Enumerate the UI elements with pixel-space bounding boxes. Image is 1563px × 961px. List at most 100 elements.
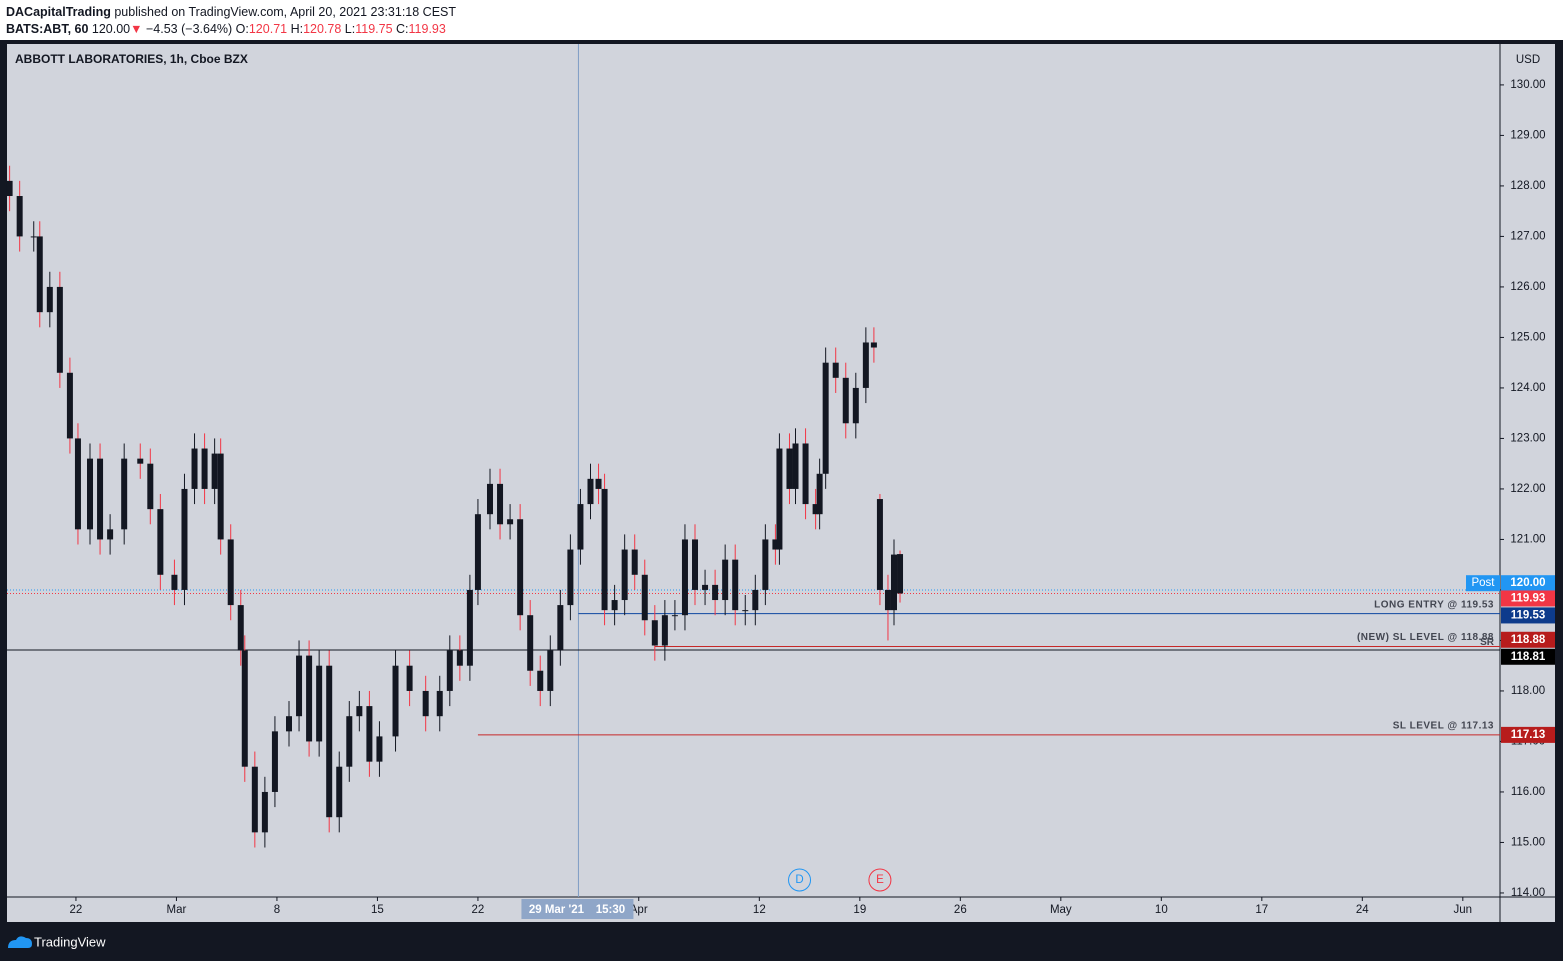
candle-body: [822, 362, 829, 474]
candle-body: [884, 589, 891, 611]
candle-body: [474, 514, 481, 590]
candle-body: [587, 478, 594, 505]
x-tick-label: 17: [1255, 904, 1268, 916]
candle-body: [181, 488, 188, 590]
candle-body: [227, 539, 234, 606]
chart-title: ABBOTT LABORATORIES, 1h, Cboe BZX: [15, 52, 248, 66]
candle-body: [702, 584, 709, 590]
price-tag-label: 119.93: [1511, 592, 1546, 604]
h: 120.78: [303, 22, 342, 36]
candle-body: [557, 605, 564, 651]
candle-body: [852, 387, 859, 424]
candle-body: [772, 539, 779, 550]
price-tag-prefix: Post: [1471, 577, 1495, 589]
candle-body: [285, 716, 292, 732]
candle-body: [890, 554, 897, 611]
l: 119.75: [355, 22, 393, 36]
y-tick-label: 127.00: [1510, 230, 1545, 242]
c-label: C:: [396, 22, 409, 36]
candle-body: [446, 650, 453, 691]
candle-body: [30, 236, 37, 238]
x-tick-label: 26: [954, 904, 967, 916]
logo[interactable]: [8, 936, 32, 948]
candle-body: [842, 377, 849, 424]
price-tag: [1501, 575, 1555, 592]
event-label: D: [795, 874, 803, 886]
x-tick-label: Mar: [167, 904, 187, 916]
y-tick-label: 118.00: [1511, 685, 1545, 697]
h-label: H:: [290, 22, 304, 36]
y-tick-label: 114.00: [1511, 887, 1545, 899]
candle-body: [466, 589, 473, 666]
candle-body: [507, 519, 514, 525]
candle-body: [752, 589, 759, 611]
candle-body: [251, 766, 258, 833]
candle-body: [651, 620, 658, 646]
candle-body: [742, 610, 749, 612]
crosshair-date: 29 Mar '21: [529, 904, 585, 916]
arrow: ▼: [130, 22, 143, 36]
x-tick-label: 22: [472, 904, 485, 916]
currency: USD: [1516, 54, 1540, 66]
candle-body: [681, 539, 688, 616]
candle-body: [56, 286, 63, 373]
published: published on TradingView.com, April 20, …: [114, 5, 457, 19]
y-tick-label: 130.00: [1510, 79, 1545, 91]
candle-body: [876, 499, 883, 590]
price-tag-label: 118.81: [1511, 651, 1546, 663]
candle-body: [171, 574, 178, 590]
crosshair-date-box: [521, 899, 634, 919]
candle-body: [271, 731, 278, 792]
level-tag: SR: [1480, 637, 1495, 648]
symbol: BATS:ABT, 60: [6, 22, 89, 36]
candle-body: [406, 665, 413, 691]
candle-body: [211, 453, 218, 489]
candle-body: [631, 549, 638, 575]
price-tag-label: 117.13: [1511, 729, 1546, 741]
x-tick-label: 8: [274, 904, 280, 916]
x-tick-label: Apr: [630, 904, 648, 916]
candle-body: [870, 342, 877, 348]
level-label: LONG ENTRY @ 119.53: [1374, 599, 1494, 610]
candle-body: [346, 716, 353, 767]
candle-body: [897, 554, 904, 594]
x-tick-label: May: [1050, 904, 1072, 916]
candle-body: [97, 458, 104, 540]
candle-body: [191, 448, 198, 489]
plot: [6, 44, 1500, 897]
y-tick-label: 123.00: [1510, 432, 1545, 444]
l-label: L:: [344, 22, 356, 36]
candle-body: [356, 706, 363, 717]
candle-body: [547, 650, 554, 691]
candle-body: [261, 791, 268, 833]
price-tag-label: 119.53: [1511, 609, 1546, 621]
price-tag: [1501, 726, 1555, 743]
candle-body: [456, 650, 463, 666]
brand[interactable]: TradingView: [34, 934, 106, 949]
o: 120.71: [248, 22, 288, 36]
candle-body: [832, 362, 839, 378]
y-tick-label: 128.00: [1510, 180, 1545, 192]
last: 120.00: [91, 22, 131, 36]
candle-body: [157, 509, 164, 575]
header: DACapitalTrading published on TradingVie…: [0, 0, 1563, 40]
author[interactable]: DACapitalTrading: [6, 5, 111, 19]
y-tick-label: 125.00: [1510, 331, 1545, 343]
x-tick-label: 15: [371, 904, 384, 916]
candle-body: [732, 559, 739, 611]
x-tick-label: 12: [753, 904, 766, 916]
candle-body: [121, 458, 128, 530]
crosshair-time: 15:30: [596, 904, 625, 916]
candle-body: [567, 549, 574, 606]
candle-body: [87, 458, 94, 530]
y-tick-label: 115.00: [1511, 836, 1545, 848]
candle-body: [46, 286, 53, 313]
candle-body: [671, 615, 678, 617]
level-label: SL LEVEL @ 117.13: [1393, 721, 1494, 732]
c: 119.93: [408, 22, 446, 36]
candle-body: [641, 574, 648, 621]
candle-body: [6, 180, 13, 197]
candle-body: [217, 453, 224, 540]
candle-body: [16, 196, 23, 237]
y-tick-label: 126.00: [1510, 281, 1545, 293]
